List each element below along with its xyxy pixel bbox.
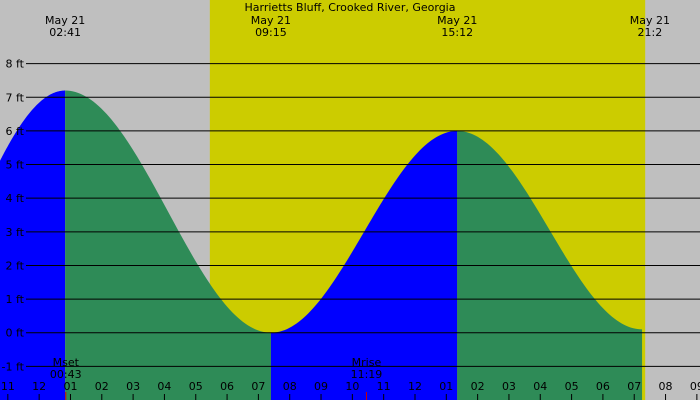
x-tick-label: 12 xyxy=(408,380,422,393)
x-tick-label: 12 xyxy=(32,380,46,393)
tide-event-date: May 21 xyxy=(251,14,291,27)
x-tick-label: 07 xyxy=(251,380,265,393)
tide-event-date: May 21 xyxy=(437,14,477,27)
x-tick-label: 04 xyxy=(157,380,171,393)
x-tick-label: 03 xyxy=(502,380,516,393)
moon-event-label: Mset xyxy=(53,356,80,369)
y-tick-label: 3 ft xyxy=(6,226,25,239)
chart-title: Harrietts Bluff, Crooked River, Georgia xyxy=(245,1,456,14)
x-tick-label: 08 xyxy=(659,380,673,393)
tide-event-time: 21:2 xyxy=(638,26,663,39)
moon-event-label: Mrise xyxy=(352,356,382,369)
x-tick-label: 01 xyxy=(63,380,77,393)
gridlines xyxy=(26,63,700,367)
falling-tide-segment xyxy=(65,90,271,400)
tide-event-time: 02:41 xyxy=(49,26,81,39)
x-tick-label: 07 xyxy=(627,380,641,393)
y-tick-label: 5 ft xyxy=(6,159,25,172)
x-tick-label: 02 xyxy=(95,380,109,393)
moon-event-time: 00:43 xyxy=(50,368,82,381)
x-tick-label: 05 xyxy=(189,380,203,393)
x-tick-label: 09 xyxy=(690,380,700,393)
x-tick-label: 01 xyxy=(439,380,453,393)
tide-event-date: May 21 xyxy=(45,14,85,27)
y-tick-label: 6 ft xyxy=(6,125,25,138)
tide-event-date: May 21 xyxy=(630,14,670,27)
tide-event-time: 09:15 xyxy=(255,26,287,39)
x-tick-label: 06 xyxy=(596,380,610,393)
tide-event-time: 15:12 xyxy=(441,26,473,39)
y-tick-label: 7 ft xyxy=(6,91,25,104)
x-tick-labels: 11 12 01 02 03 04 05 06 07 08 09 10 11 12 01 02 03 04 05 06… xyxy=(1,380,700,400)
x-tick-label: 05 xyxy=(565,380,579,393)
y-tick-label: 1 ft xyxy=(6,293,25,306)
moon-event-time: 11:19 xyxy=(351,368,383,381)
y-tick-labels: 8 ft 7 ft 6 ft 5 ft 4 ft 3 ft 2 ft 1 ft 0 ft -1 f… xyxy=(2,58,25,374)
x-tick-label: 10 xyxy=(345,380,359,393)
x-tick-label: 11 xyxy=(1,380,15,393)
y-tick-label: 4 ft xyxy=(6,192,25,205)
x-tick-label: 08 xyxy=(283,380,297,393)
x-tick-label: 06 xyxy=(220,380,234,393)
y-tick-label: 8 ft xyxy=(6,58,25,71)
y-tick-label: 0 ft xyxy=(6,327,25,340)
x-tick-label: 03 xyxy=(126,380,140,393)
x-tick-label: 04 xyxy=(533,380,547,393)
y-tick-label: 2 ft xyxy=(6,259,25,272)
x-tick-label: 09 xyxy=(314,380,328,393)
rising-tide-segment xyxy=(0,90,66,400)
y-tick-label: -1 ft xyxy=(2,360,25,373)
x-tick-label: 02 xyxy=(471,380,485,393)
x-tick-label: 11 xyxy=(377,380,391,393)
